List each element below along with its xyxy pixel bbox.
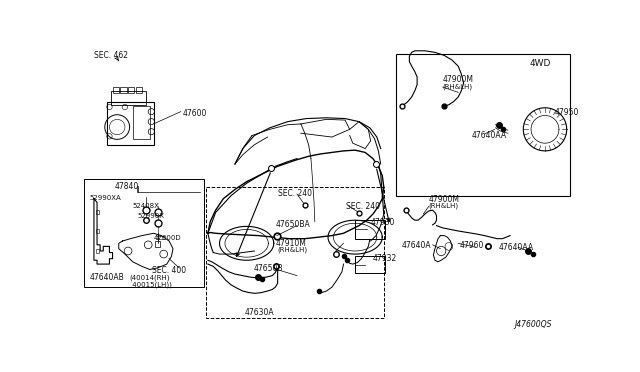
Bar bbox=[355, 256, 385, 273]
Text: 47600: 47600 bbox=[182, 109, 207, 118]
Bar bbox=[205, 187, 384, 318]
Text: 52990XA: 52990XA bbox=[90, 195, 121, 201]
Text: SEC. 462: SEC. 462 bbox=[94, 51, 128, 60]
Bar bbox=[128, 87, 134, 93]
Text: 47650B: 47650B bbox=[253, 264, 283, 273]
Text: 47840: 47840 bbox=[115, 182, 139, 191]
Text: 47950: 47950 bbox=[554, 108, 579, 117]
Bar bbox=[84, 179, 204, 287]
Bar bbox=[95, 230, 99, 233]
Bar bbox=[136, 87, 142, 93]
Text: SEC. 400: SEC. 400 bbox=[152, 266, 186, 275]
Bar bbox=[107, 102, 154, 145]
Text: 47910M: 47910M bbox=[275, 240, 306, 248]
Text: (RH&LH): (RH&LH) bbox=[429, 202, 459, 209]
Text: 4WD: 4WD bbox=[529, 58, 551, 67]
Text: 47640AA: 47640AA bbox=[499, 243, 534, 252]
Bar bbox=[132, 106, 150, 139]
Text: 47630A: 47630A bbox=[244, 308, 274, 317]
Bar bbox=[355, 220, 385, 240]
Text: (RH&LH): (RH&LH) bbox=[443, 83, 473, 90]
Text: 47640AA: 47640AA bbox=[472, 131, 506, 140]
Bar bbox=[120, 87, 127, 93]
Text: 52990X: 52990X bbox=[138, 212, 164, 218]
Text: 47640AB: 47640AB bbox=[90, 273, 124, 282]
Text: 47640A: 47640A bbox=[402, 241, 431, 250]
Text: 47600D: 47600D bbox=[154, 235, 181, 241]
Text: (40014(RH): (40014(RH) bbox=[129, 274, 170, 280]
Text: 47900M: 47900M bbox=[429, 195, 460, 204]
Text: 40015(LH)): 40015(LH)) bbox=[129, 282, 172, 288]
Bar bbox=[113, 87, 119, 93]
Text: SEC. 240: SEC. 240 bbox=[278, 189, 312, 198]
Text: 47932: 47932 bbox=[373, 254, 397, 263]
Text: 47650BA: 47650BA bbox=[275, 220, 310, 229]
Bar bbox=[95, 210, 99, 214]
Text: 47960: 47960 bbox=[460, 241, 484, 250]
Bar bbox=[95, 249, 99, 253]
Text: (RH&LH): (RH&LH) bbox=[278, 246, 308, 253]
Bar bbox=[155, 241, 160, 247]
Text: SEC. 240: SEC. 240 bbox=[346, 202, 380, 212]
Bar bbox=[111, 91, 146, 105]
Text: J47600QS: J47600QS bbox=[514, 320, 552, 329]
Bar bbox=[396, 54, 570, 196]
Text: 52408X: 52408X bbox=[132, 203, 159, 209]
Text: 47900M: 47900M bbox=[443, 76, 474, 84]
Text: 47930: 47930 bbox=[371, 218, 395, 227]
